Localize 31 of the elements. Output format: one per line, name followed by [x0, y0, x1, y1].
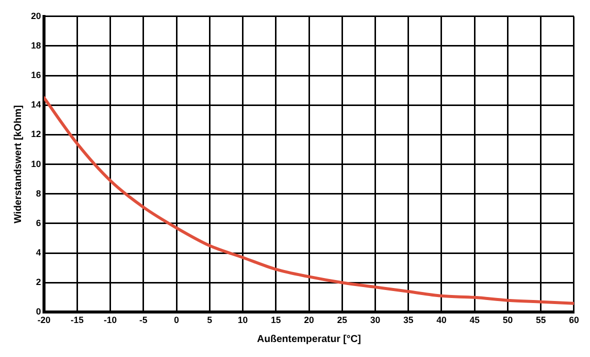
- x-tick-label: -20: [38, 315, 51, 326]
- y-tick-label: 14: [30, 100, 42, 110]
- y-tick-label: 10: [30, 158, 42, 169]
- x-tick-label: 20: [304, 315, 314, 326]
- x-tick-label: -15: [70, 315, 84, 326]
- x-tick-label: 25: [337, 315, 348, 326]
- y-tick-label: 6: [36, 218, 42, 228]
- x-tick-label: 5: [207, 315, 212, 326]
- x-tick-label: 0: [174, 315, 180, 326]
- y-tick-label: 8: [36, 188, 42, 198]
- x-tick-label: 10: [238, 315, 248, 326]
- y-axis-title: Widerstandswert [kOhm]: [12, 105, 24, 224]
- x-tick-label: -10: [104, 315, 117, 326]
- x-tick-label: 60: [568, 315, 579, 326]
- y-tick-label: 20: [30, 10, 42, 21]
- y-tick-label: 0: [36, 306, 42, 317]
- line-series: [44, 96, 574, 305]
- x-tick-label: -5: [139, 315, 148, 326]
- x-tick-label: 35: [403, 315, 414, 326]
- y-tick-label: 2: [36, 277, 42, 288]
- x-tick-label: 40: [436, 315, 447, 326]
- x-tick-label: 55: [536, 315, 546, 326]
- x-tick-label: 30: [370, 315, 380, 326]
- y-tick-label: 16: [30, 70, 42, 80]
- y-tick-label: 4: [36, 248, 42, 258]
- x-axis-title: Außentemperatur [°C]: [256, 334, 362, 345]
- x-tick-label: 15: [270, 315, 281, 326]
- y-tick-label: 12: [30, 129, 42, 140]
- x-tick-label: 50: [502, 315, 513, 326]
- x-tick-label: 45: [470, 315, 480, 326]
- y-tick-label: 18: [30, 40, 42, 50]
